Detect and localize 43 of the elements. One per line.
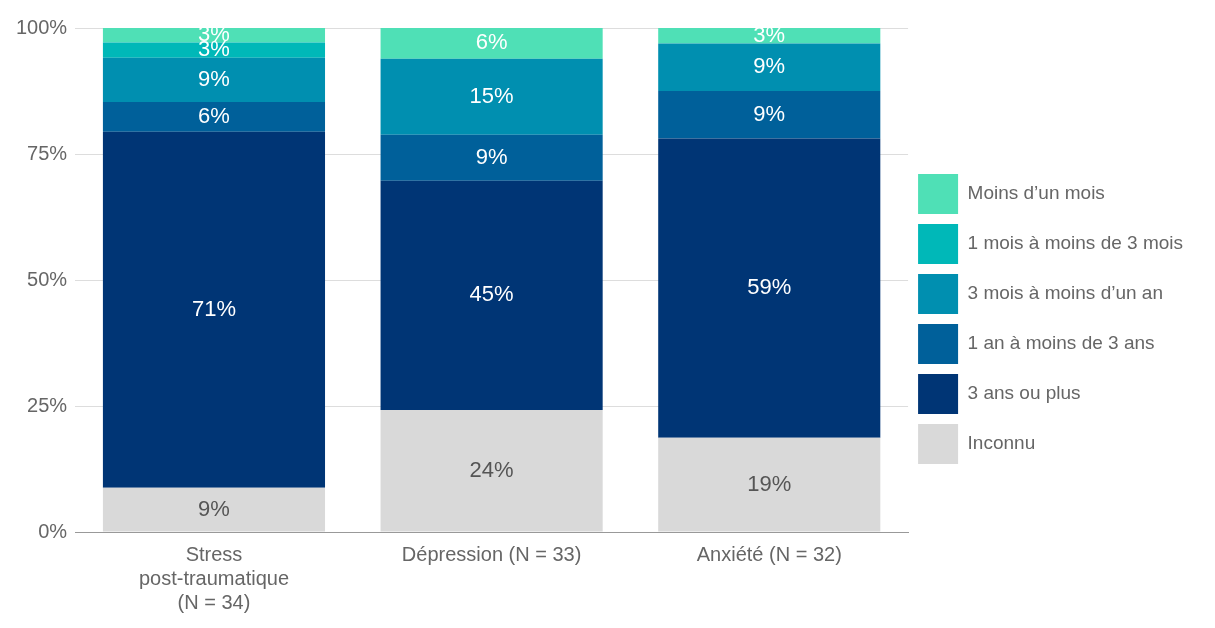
y-tick-label: 50% <box>27 267 68 290</box>
data-label: 45% <box>469 281 514 307</box>
legend-label: 1 an à moins de 3 ans <box>967 332 1155 354</box>
bar <box>658 138 881 438</box>
bar <box>102 487 326 532</box>
bar <box>658 28 881 44</box>
y-tick-label: 0% <box>38 519 68 542</box>
legend-label: 1 mois à moins de 3 mois <box>967 232 1183 254</box>
x-tick-label: Dépression (N = 33) <box>401 542 582 565</box>
x-tick-label: Stress post-traumatique (N = 34) <box>138 542 290 613</box>
y-tick-label: 25% <box>27 393 68 416</box>
legend-label: Moins d’un mois <box>967 182 1105 204</box>
data-label: 19% <box>747 470 792 496</box>
bar <box>658 437 881 532</box>
data-label: 59% <box>747 274 792 300</box>
bar <box>102 102 326 132</box>
data-label: 15% <box>469 82 514 108</box>
data-label: 9% <box>753 100 786 126</box>
x-tick-label: Anxiété (N = 32) <box>696 542 842 565</box>
bar <box>380 58 603 135</box>
bar <box>102 42 326 58</box>
bar <box>658 91 881 139</box>
y-tick-label: 75% <box>27 141 68 164</box>
legend-label: Inconnu <box>967 432 1036 454</box>
data-label: 6% <box>198 103 230 129</box>
bar <box>658 43 881 91</box>
bar <box>102 28 326 43</box>
bar <box>380 134 603 181</box>
data-label: 71% <box>191 295 236 321</box>
legend-label: 3 mois à moins d’un an <box>967 282 1163 304</box>
bar <box>380 28 603 59</box>
data-label: 9% <box>198 65 230 91</box>
data-label: 24% <box>469 456 514 482</box>
data-label: 9% <box>198 495 230 521</box>
bar <box>102 57 326 103</box>
bar <box>380 180 603 411</box>
bar <box>102 131 326 488</box>
legend-label: 3 ans ou plus <box>967 382 1081 404</box>
bar <box>380 410 603 532</box>
y-tick-label: 100% <box>16 15 68 38</box>
data-label: 9% <box>753 53 786 79</box>
data-label: 9% <box>475 143 508 169</box>
data-label: 6% <box>475 29 508 55</box>
